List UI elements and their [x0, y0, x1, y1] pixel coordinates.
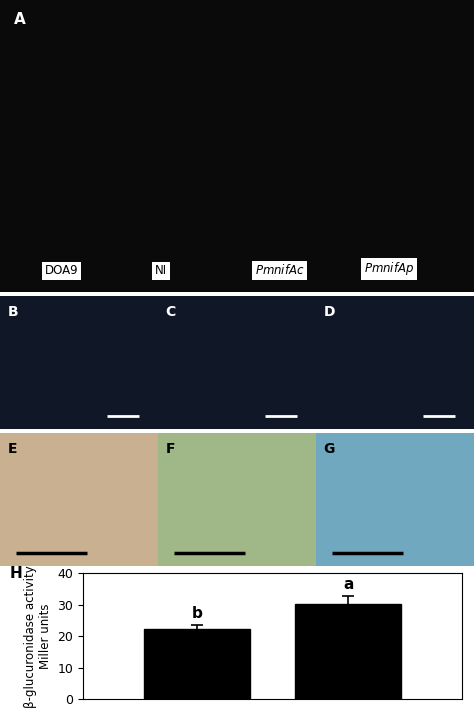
Text: C: C — [166, 305, 176, 319]
Text: NI: NI — [155, 265, 167, 278]
Text: G: G — [324, 442, 335, 456]
Y-axis label: β-glucuronidase activity
Miller units: β-glucuronidase activity Miller units — [24, 565, 52, 707]
Text: b: b — [191, 606, 202, 621]
Text: DOA9: DOA9 — [45, 265, 78, 278]
Bar — [144, 629, 250, 699]
Text: $\it{PmnifAc}$: $\it{PmnifAc}$ — [255, 263, 304, 278]
Text: A: A — [14, 12, 26, 27]
Text: E: E — [8, 442, 18, 456]
Text: H: H — [9, 566, 22, 581]
Text: a: a — [343, 577, 354, 592]
Text: F: F — [166, 442, 175, 456]
Text: B: B — [8, 305, 18, 319]
Text: $\it{PmnifAp}$: $\it{PmnifAp}$ — [364, 260, 414, 278]
Text: D: D — [324, 305, 335, 319]
Bar — [295, 603, 401, 699]
